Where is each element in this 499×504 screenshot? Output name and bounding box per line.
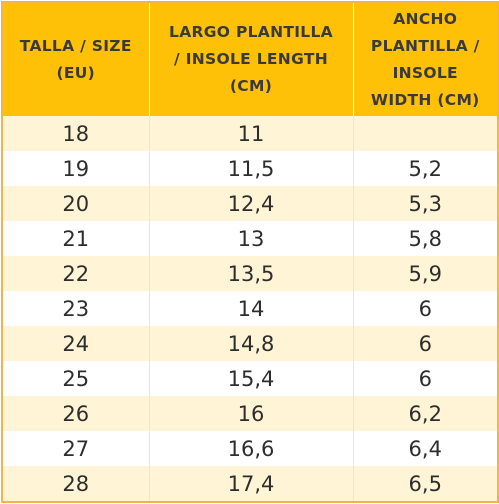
length-cell: 17,4 [148,466,354,502]
header-length-line: / INSOLE LENGTH [174,50,328,68]
size-cell: 27 [2,431,150,466]
length-cell: 11 [148,116,354,151]
header-insole-width: ANCHO PLANTILLA / INSOLE WIDTH (CM) [352,2,498,116]
table-row: 26 16 6,2 [2,396,498,431]
width-cell [352,116,498,151]
header-length-line: LARGO PLANTILLA [169,23,333,41]
size-cell: 22 [2,256,150,291]
size-cell: 25 [2,361,150,396]
length-cell: 12,4 [148,186,354,221]
table-row: 19 11,5 5,2 [2,151,498,186]
header-insole-length: LARGO PLANTILLA / INSOLE LENGTH (CM) [148,2,354,116]
size-cell: 21 [2,221,150,256]
length-cell: 16,6 [148,431,354,466]
width-cell: 6,2 [352,396,498,431]
length-cell: 14 [148,291,354,326]
size-cell: 18 [2,116,150,151]
width-cell: 5,3 [352,186,498,221]
table-row: 22 13,5 5,9 [2,256,498,291]
width-cell: 5,9 [352,256,498,291]
header-length-line: (CM) [229,77,273,95]
width-cell: 5,2 [352,151,498,186]
table-row: 18 11 [2,116,498,151]
header-width-line: PLANTILLA / [370,36,480,55]
size-cell: 28 [2,466,150,502]
width-cell: 6 [352,326,498,361]
length-cell: 11,5 [148,151,354,186]
width-cell: 5,8 [352,221,498,256]
table-header: TALLA / SIZE (EU) LARGO PLANTILLA / INSO… [2,2,498,116]
length-cell: 13 [148,221,354,256]
table-row: 25 15,4 6 [2,361,498,396]
table-row: 23 14 6 [2,291,498,326]
width-cell: 6 [352,361,498,396]
header-width-line: ANCHO [393,9,458,28]
size-cell: 20 [2,186,150,221]
size-cell: 24 [2,326,150,361]
size-cell: 26 [2,396,150,431]
length-cell: 16 [148,396,354,431]
table-row: 28 17,4 6,5 [2,466,498,502]
length-cell: 15,4 [148,361,354,396]
header-size-line: (EU) [56,63,96,82]
table-row: 20 12,4 5,3 [2,186,498,221]
width-cell: 6,4 [352,431,498,466]
table-row: 21 13 5,8 [2,221,498,256]
size-cell: 19 [2,151,150,186]
length-cell: 13,5 [148,256,354,291]
table-row: 27 16,6 6,4 [2,431,498,466]
table-body: 18 11 19 11,5 5,2 20 12,4 5,3 21 13 5,8 … [2,116,498,502]
size-cell: 23 [2,291,150,326]
header-row: TALLA / SIZE (EU) LARGO PLANTILLA / INSO… [2,2,498,116]
header-size: TALLA / SIZE (EU) [2,2,150,116]
header-width-line: INSOLE [392,63,458,82]
width-cell: 6,5 [352,466,498,502]
table-row: 24 14,8 6 [2,326,498,361]
header-size-line: TALLA / SIZE [19,36,132,55]
width-cell: 6 [352,291,498,326]
length-cell: 14,8 [148,326,354,361]
header-width-line: WIDTH (CM) [370,90,480,109]
